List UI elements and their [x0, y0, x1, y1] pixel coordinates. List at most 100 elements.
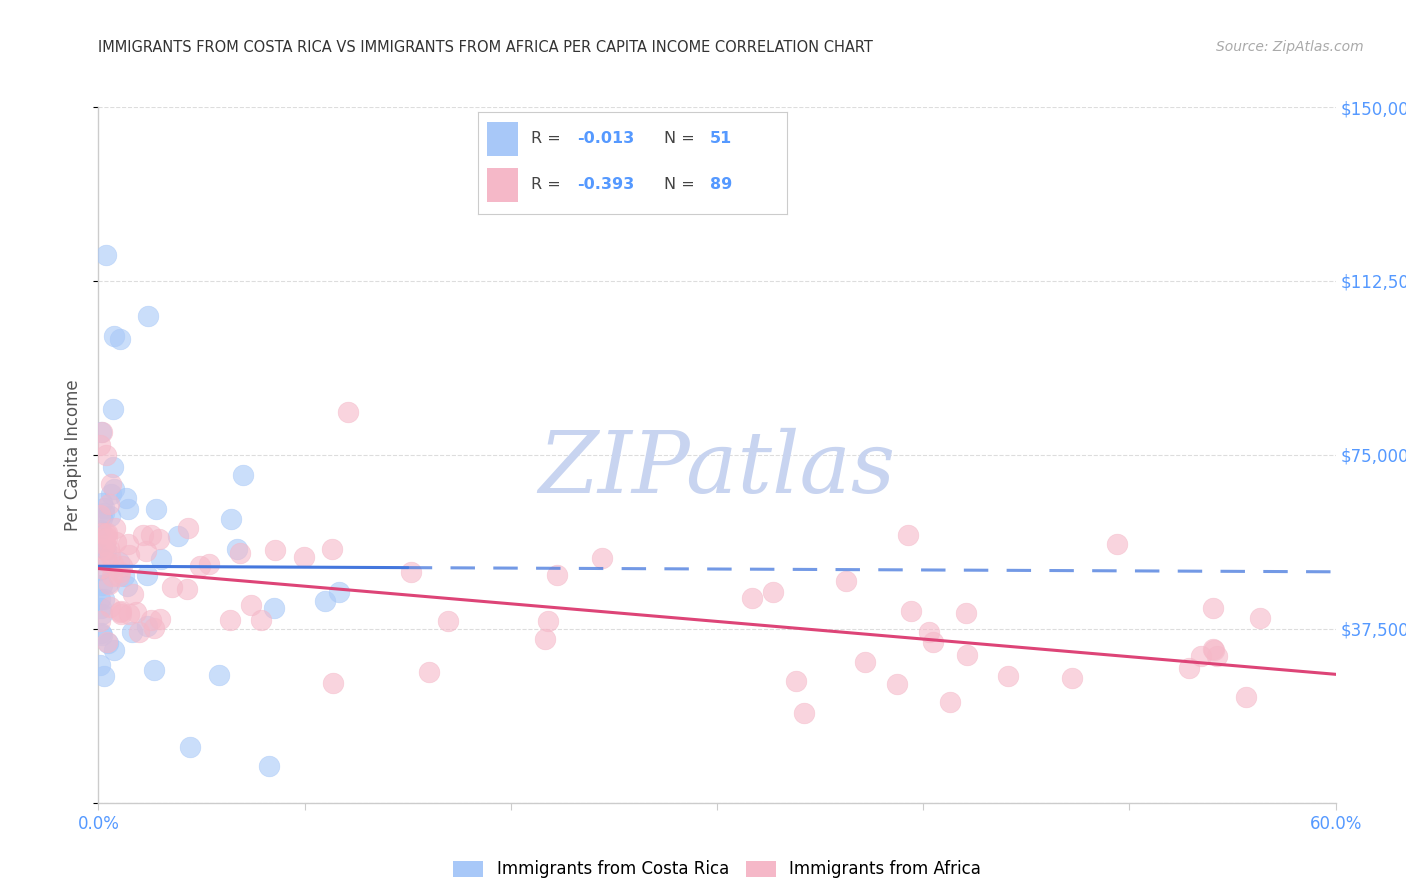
Point	[96, 526, 118, 541]
Point	[90, 425, 112, 439]
Point	[1062, 671, 1084, 685]
Bar	[488, 168, 519, 202]
Point	[240, 598, 263, 612]
Point	[90, 601, 112, 615]
Point	[1178, 661, 1201, 675]
Point	[89, 438, 111, 452]
Point	[103, 401, 125, 416]
Point	[117, 537, 139, 551]
Point	[918, 625, 941, 640]
Point	[399, 565, 422, 579]
Point	[900, 604, 922, 618]
Point	[96, 532, 118, 546]
Point	[536, 614, 558, 628]
Point	[896, 528, 918, 542]
Point	[135, 544, 157, 558]
Point	[197, 557, 219, 571]
Point	[762, 585, 785, 599]
Point	[591, 550, 613, 565]
Point	[90, 626, 112, 640]
Text: 51: 51	[710, 131, 733, 146]
Point	[96, 635, 118, 649]
Point	[853, 655, 876, 669]
Point	[94, 538, 117, 552]
Point	[1249, 611, 1271, 625]
Point	[1189, 648, 1212, 663]
Point	[97, 577, 120, 591]
Text: N =: N =	[664, 131, 700, 146]
Point	[143, 621, 166, 635]
Point	[103, 642, 125, 657]
Point	[101, 568, 124, 582]
Point	[922, 635, 945, 649]
Point	[103, 329, 125, 343]
Point	[96, 448, 118, 462]
Point	[328, 585, 350, 599]
Text: R =: R =	[530, 131, 565, 146]
Point	[96, 248, 118, 262]
Point	[110, 607, 132, 621]
Point	[118, 549, 141, 563]
Point	[89, 541, 111, 555]
Point	[132, 527, 155, 541]
Point	[264, 542, 287, 557]
Point	[121, 625, 143, 640]
Point	[104, 520, 127, 534]
Point	[96, 526, 118, 541]
Point	[96, 555, 118, 569]
Point	[89, 563, 111, 577]
Point	[125, 605, 148, 619]
Point	[89, 508, 111, 523]
Point	[226, 541, 249, 556]
Point	[91, 526, 114, 541]
Point	[135, 619, 157, 633]
Point	[1202, 601, 1225, 615]
Point	[89, 614, 111, 628]
Point	[108, 565, 131, 579]
Point	[128, 624, 150, 639]
Point	[1204, 643, 1226, 657]
Point	[89, 591, 111, 606]
Point	[1205, 648, 1227, 663]
Point	[122, 587, 145, 601]
Point	[177, 521, 200, 535]
Point	[321, 542, 343, 557]
Point	[741, 591, 763, 606]
Point	[91, 496, 114, 510]
Point	[117, 501, 139, 516]
Point	[100, 476, 122, 491]
Point	[107, 555, 129, 569]
Point	[93, 506, 115, 520]
Point	[108, 605, 131, 619]
Text: IMMIGRANTS FROM COSTA RICA VS IMMIGRANTS FROM AFRICA PER CAPITA INCOME CORRELATI: IMMIGRANTS FROM COSTA RICA VS IMMIGRANTS…	[98, 40, 873, 55]
Text: ZIPatlas: ZIPatlas	[538, 427, 896, 510]
Point	[89, 524, 111, 538]
Point	[166, 529, 188, 543]
Point	[835, 574, 858, 588]
Y-axis label: Per Capita Income: Per Capita Income	[65, 379, 83, 531]
Text: Source: ZipAtlas.com: Source: ZipAtlas.com	[1216, 40, 1364, 54]
Point	[136, 309, 159, 323]
Point	[292, 549, 315, 564]
Point	[98, 508, 121, 523]
Point	[114, 491, 136, 506]
Text: -0.393: -0.393	[576, 178, 634, 193]
Point	[136, 568, 159, 582]
Point	[145, 502, 167, 516]
Point	[418, 665, 440, 679]
Text: 89: 89	[710, 178, 733, 193]
Point	[108, 332, 131, 346]
Point	[534, 632, 557, 647]
Point	[98, 497, 121, 511]
Point	[1107, 537, 1129, 551]
Point	[179, 740, 201, 755]
Point	[143, 663, 166, 677]
Point	[91, 425, 114, 439]
Point	[250, 614, 273, 628]
Point	[101, 557, 124, 571]
Text: -0.013: -0.013	[576, 131, 634, 146]
Point	[115, 579, 138, 593]
Point	[97, 576, 120, 591]
Point	[176, 582, 198, 597]
Point	[939, 695, 962, 709]
